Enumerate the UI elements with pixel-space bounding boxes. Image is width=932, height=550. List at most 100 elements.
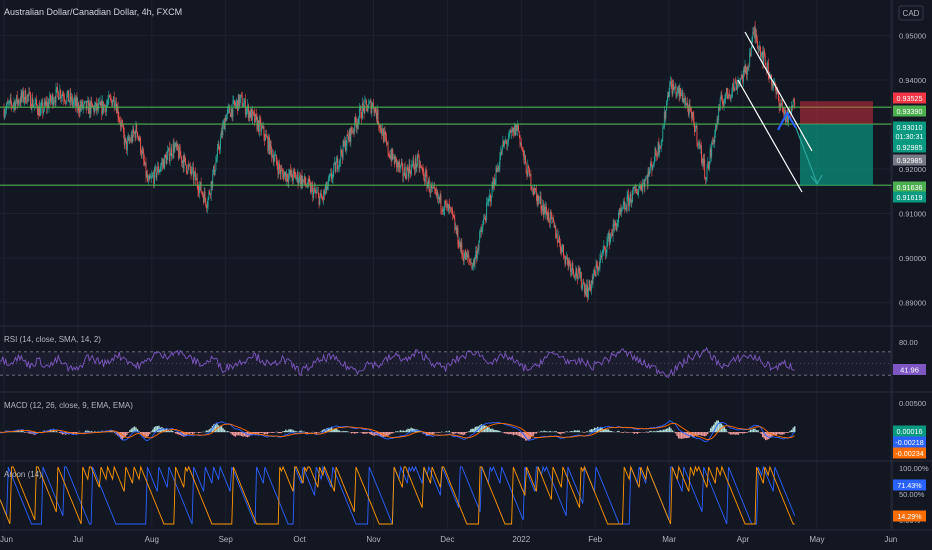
candle-body [633, 186, 635, 189]
candle-body [167, 150, 169, 156]
candle-body [592, 277, 594, 284]
candle-body [240, 94, 242, 96]
macd-histogram-bar [456, 432, 458, 434]
candle-body [331, 173, 332, 180]
candle-body [382, 128, 384, 142]
macd-histogram-bar [677, 432, 680, 439]
candle-body [597, 265, 599, 272]
candle-body [305, 183, 307, 186]
time-axis[interactable]: Jun Jul Aug Sep Oct Nov Dec 2022 Feb Mar Apr May Jun [0, 535, 897, 544]
currency-badge[interactable]: CAD [903, 9, 920, 18]
macd-histogram-bar [485, 425, 487, 433]
candle-body [441, 209, 443, 212]
macd-histogram-bar [474, 426, 477, 433]
candle-body [332, 171, 334, 179]
candle-body [321, 198, 323, 199]
candle-body [317, 191, 319, 194]
candle-body [751, 37, 753, 49]
candle-body [704, 159, 706, 178]
candle-body [42, 102, 44, 114]
macd-histogram-bar [223, 429, 226, 433]
macd-histogram-bar [352, 432, 354, 434]
candle-body [499, 157, 501, 168]
macd-histogram-bar [366, 432, 368, 434]
candle-body [649, 169, 651, 175]
macd-histogram-bar [532, 432, 535, 436]
macd-histogram-bar [706, 432, 709, 435]
price-label: 0.91636 [897, 183, 923, 192]
candle-body [743, 69, 745, 72]
macd-histogram-bar [113, 432, 116, 433]
macd-histogram-bar [722, 425, 724, 433]
macd-histogram-bar [583, 432, 585, 433]
macd-histogram-bar [708, 431, 710, 433]
macd-histogram-bar [690, 432, 692, 437]
rsi-pane[interactable]: 80.00 41.96 [0, 338, 926, 378]
macd-histogram-bar [343, 431, 345, 433]
candle-body [535, 187, 536, 191]
candle-body [13, 101, 15, 105]
macd-histogram-bar [454, 432, 457, 434]
candle-body [304, 176, 306, 184]
candle-body [100, 101, 102, 106]
candle-body [562, 244, 564, 248]
candle-body [277, 166, 279, 174]
symbol-title[interactable]: Australian Dollar/Canadian Dollar, 4h, F… [4, 7, 182, 17]
candle-body [106, 103, 108, 105]
macd-histogram-bar [68, 432, 70, 435]
macd-histogram-bar [356, 432, 359, 434]
candle-body [590, 286, 592, 291]
macd-histogram-bar [265, 432, 267, 435]
candle-body [126, 141, 128, 151]
macd-histogram-bar [703, 432, 706, 437]
macd-histogram-bar [479, 425, 481, 433]
candle-body [425, 171, 427, 175]
candle-body [671, 84, 673, 95]
aroon-pane[interactable]: 100.00%50.00%0.00%71.43%14.29% [0, 464, 929, 525]
candle-body [430, 184, 432, 193]
candle-body [220, 137, 221, 150]
candle-body [429, 191, 431, 193]
candle-body [777, 93, 779, 100]
candle-body [263, 126, 265, 137]
candle-body [125, 137, 127, 142]
time-tick-label: Jul [73, 535, 83, 544]
candle-body [603, 245, 605, 250]
macd-histogram-bar [757, 430, 759, 433]
macd-histogram-bar [253, 432, 255, 434]
macd-histogram-bar [245, 432, 247, 437]
candle-body [66, 95, 68, 102]
candle-body [334, 162, 336, 172]
candle-body [490, 197, 492, 202]
candle-body [334, 162, 336, 165]
macd-histogram-bar [700, 432, 703, 436]
price-axis[interactable]: 0.950000.940000.930000.920000.910000.900… [893, 32, 926, 308]
macd-pane[interactable]: 0.00500 0.00016 -0.00218 -0.00234 [0, 399, 926, 459]
candle-body [577, 268, 579, 279]
candle-body [448, 204, 450, 209]
rsi-legend[interactable]: RSI (14, close, SMA, 14, 2) [4, 335, 101, 344]
candle-body [342, 141, 344, 158]
candle-body [32, 97, 34, 107]
candle-body [282, 170, 284, 174]
candle-body [254, 113, 256, 123]
macd-histogram-bar [193, 432, 195, 434]
candle-body [391, 149, 393, 161]
candle-body [653, 163, 654, 166]
candle-body [521, 143, 523, 148]
macd-histogram-bar [577, 430, 579, 433]
aroon-legend[interactable]: Aroon (14) [4, 470, 42, 479]
candle-body [400, 165, 401, 169]
price-pane[interactable] [0, 20, 892, 303]
candle-body [673, 83, 675, 90]
candle-body [358, 108, 360, 118]
candle-body [130, 135, 132, 142]
candle-body [783, 108, 785, 115]
candle-body [600, 255, 602, 259]
macd-legend[interactable]: MACD (12, 26, close, 9, EMA, EMA) [4, 401, 133, 410]
candle-body [55, 88, 57, 103]
candle-body [489, 194, 491, 197]
candle-body [599, 258, 601, 268]
candle-body [635, 189, 637, 192]
